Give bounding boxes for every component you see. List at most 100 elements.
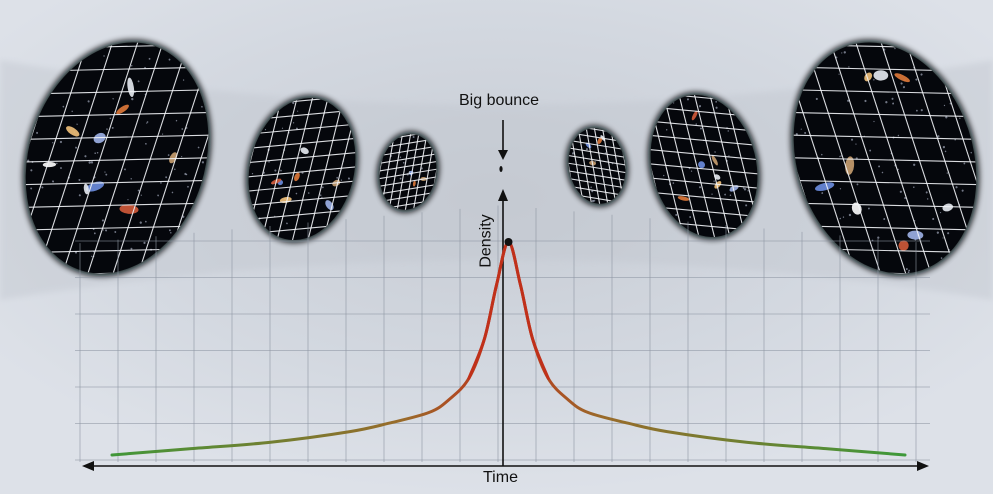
galaxy-icon [42, 162, 57, 168]
star [106, 128, 108, 130]
star [945, 116, 948, 119]
star [842, 216, 845, 218]
star [167, 154, 170, 156]
star [75, 146, 78, 149]
star [815, 97, 818, 100]
universe-grid-line [613, 123, 632, 209]
star [187, 185, 189, 188]
density-axis-label: Density [477, 214, 495, 268]
star [847, 99, 850, 102]
star [800, 128, 802, 130]
universe-expanding-medium [636, 83, 772, 249]
star [728, 155, 730, 157]
galaxy-icon [66, 126, 80, 137]
star [137, 189, 140, 192]
galaxy-icon [83, 183, 89, 195]
star [103, 55, 105, 57]
star [571, 152, 575, 155]
star [168, 58, 171, 61]
star [139, 221, 142, 224]
star [146, 121, 149, 123]
star [30, 187, 33, 190]
star [904, 197, 907, 199]
star [591, 199, 595, 203]
arrow-icon [498, 189, 508, 201]
star [109, 117, 112, 120]
star [87, 100, 90, 103]
galaxy-icon [691, 110, 698, 121]
axes [82, 120, 929, 471]
star [742, 187, 745, 189]
star [174, 168, 176, 171]
universe-body [793, 42, 977, 274]
star [112, 98, 114, 100]
star [114, 231, 117, 233]
star [729, 194, 732, 196]
star [937, 135, 940, 138]
star [402, 161, 405, 164]
star [925, 191, 928, 194]
star [686, 98, 690, 101]
star [851, 138, 854, 141]
star [881, 171, 884, 174]
galaxy-icon [894, 73, 910, 83]
star [105, 229, 108, 232]
universe-grid-line [35, 18, 123, 278]
star [160, 182, 162, 184]
arrow-icon [82, 461, 94, 471]
star [201, 105, 203, 108]
star [943, 104, 946, 107]
star [864, 99, 867, 103]
star [181, 155, 183, 158]
star [321, 196, 323, 199]
star [961, 189, 964, 192]
star [839, 217, 841, 220]
star [838, 73, 840, 75]
star [907, 271, 910, 274]
star [867, 207, 870, 210]
star [877, 236, 880, 239]
star [915, 78, 918, 81]
star [920, 109, 923, 112]
galaxy-icon [300, 147, 309, 155]
star [281, 127, 284, 129]
star [913, 186, 915, 189]
galaxy-icon [814, 182, 835, 192]
star [585, 148, 588, 151]
star [939, 211, 942, 214]
star [131, 97, 134, 101]
star [280, 169, 282, 172]
star [78, 194, 81, 197]
star [963, 162, 966, 165]
arrow-icon [498, 150, 508, 160]
star [942, 237, 944, 239]
star [908, 269, 911, 272]
star [955, 186, 958, 189]
star [873, 120, 875, 123]
star [675, 213, 678, 216]
star [843, 51, 846, 54]
galaxy-icon [851, 202, 862, 215]
star [295, 192, 298, 195]
star [724, 193, 726, 196]
star [915, 109, 918, 112]
star [399, 177, 402, 180]
star [90, 161, 94, 164]
galaxy-icon [898, 240, 909, 251]
star [319, 194, 322, 197]
star [856, 183, 859, 186]
universe-body [25, 42, 209, 274]
arrow-icon [917, 461, 929, 471]
star [970, 151, 972, 154]
universe-grid-line [0, 179, 224, 186]
big-bounce-label: Big bounce [459, 92, 540, 109]
star [145, 220, 147, 223]
star [292, 101, 295, 105]
universe-grid-line [104, 36, 191, 298]
star [855, 143, 857, 145]
star [130, 64, 133, 67]
star [76, 123, 78, 125]
star [743, 188, 747, 191]
star [713, 180, 715, 182]
star [841, 52, 843, 54]
